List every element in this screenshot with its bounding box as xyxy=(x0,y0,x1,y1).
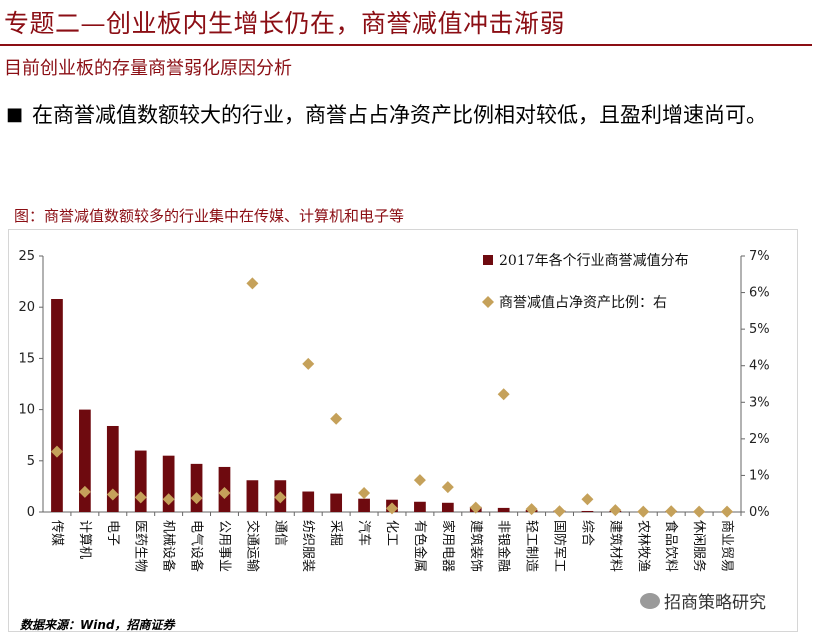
ratio-point xyxy=(218,486,231,499)
category-label: 医药生物 xyxy=(133,520,148,572)
chart-frame: 0 5 10 15 20 25 0% 1% 2% 3% 4% 5% 6% 7% 传媒 计算机 电子 医药生物 机械设… xyxy=(8,229,798,632)
bar xyxy=(51,299,63,512)
ratio-point xyxy=(134,491,147,504)
ratio-point xyxy=(78,485,91,498)
ratio-point xyxy=(553,505,566,518)
category-label: 化工 xyxy=(384,520,399,546)
ratio-point xyxy=(50,445,63,458)
category-label: 纺织服装 xyxy=(300,520,315,572)
ratio-point xyxy=(106,488,119,501)
ratio-point xyxy=(497,388,510,401)
bar xyxy=(79,409,91,512)
ratio-point xyxy=(246,277,259,290)
bar xyxy=(497,507,510,512)
ratio-point xyxy=(665,505,678,518)
right-tick-label: 3% xyxy=(749,395,770,410)
bar xyxy=(414,501,426,512)
category-label: 轻工制造 xyxy=(524,520,539,572)
left-tick-label: 15 xyxy=(18,351,35,366)
left-tick-label: 20 xyxy=(18,300,35,315)
category-label: 建筑材料 xyxy=(607,520,623,572)
ratio-point xyxy=(358,486,371,499)
watermark-text: 招商策略研究 xyxy=(664,593,766,613)
category-label: 电子 xyxy=(105,520,120,546)
category-label: 采掘 xyxy=(328,520,343,546)
category-label: 公用事业 xyxy=(216,520,231,572)
bar xyxy=(190,463,203,512)
category-label: 国防军工 xyxy=(552,520,568,572)
bullet-square-icon: ■ xyxy=(6,104,24,125)
bar xyxy=(330,493,343,512)
ratio-point xyxy=(525,503,538,516)
right-tick-label: 6% xyxy=(749,286,770,301)
legend-swatch-bar xyxy=(483,255,493,265)
left-tick-label: 25 xyxy=(18,249,35,264)
title-divider xyxy=(0,44,812,46)
right-tick-label: 4% xyxy=(749,359,770,374)
category-label: 电气设备 xyxy=(189,520,205,572)
ratio-point xyxy=(413,474,426,487)
right-tick-label: 2% xyxy=(749,432,770,447)
ratio-point xyxy=(274,491,287,504)
ratio-point xyxy=(693,505,706,518)
ratio-point xyxy=(581,493,594,506)
bar xyxy=(302,491,315,512)
category-label: 农林牧渔 xyxy=(635,520,650,572)
figure-caption: 图：商誉减值数额较多的行业集中在传媒、计算机和电子等 xyxy=(14,207,405,225)
ratio-point xyxy=(469,501,482,514)
right-tick-label: 1% xyxy=(749,468,770,483)
bullet-text: 在商誉减值数额较大的行业，商誉占占净资产比例相对较低，且盈利增速尚可。 xyxy=(32,103,767,127)
category-label: 食品饮料 xyxy=(663,520,679,572)
page-title: 专题二—创业板内生增长仍在，商誉减值冲击渐弱 xyxy=(4,9,566,38)
category-label: 交通运输 xyxy=(244,520,260,572)
ratio-point xyxy=(386,502,398,515)
ratio-point xyxy=(441,481,454,494)
wechat-icon xyxy=(640,592,660,609)
bar-scatter-chart: 0 5 10 15 20 25 0% 1% 2% 3% 4% 5% 6% 7% 传媒 计算机 电子 医药生物 机械设… xyxy=(18,249,770,572)
right-tick-label: 0% xyxy=(749,505,770,520)
bullet-point: ■ 在商誉减值数额较大的行业，商誉占占净资产比例相对较低，且盈利增速尚可。 xyxy=(6,98,806,132)
category-label: 综合 xyxy=(579,520,594,546)
category-label: 有色金属 xyxy=(412,520,428,572)
left-tick-label: 5 xyxy=(27,454,35,469)
bar xyxy=(441,502,454,512)
ratio-point xyxy=(637,505,650,518)
category-label: 非银金融 xyxy=(496,520,512,572)
category-label: 商业贸易 xyxy=(719,520,734,572)
left-tick-label: 10 xyxy=(18,403,35,418)
bar xyxy=(134,450,147,512)
bar xyxy=(581,510,594,512)
category-label: 机械设备 xyxy=(161,520,177,572)
bar xyxy=(162,455,175,512)
category-label: 建筑装饰 xyxy=(468,520,484,572)
category-label: 休闲服务 xyxy=(691,520,707,572)
section-subtitle: 目前创业板的存量商誉弱化原因分析 xyxy=(4,58,292,79)
bar xyxy=(246,480,259,512)
right-tick-label: 7% xyxy=(749,249,770,264)
category-label: 通信 xyxy=(272,520,287,546)
legend-swatch-point xyxy=(482,296,494,308)
category-label: 家用电器 xyxy=(440,520,456,572)
ratio-point xyxy=(721,505,734,518)
ratio-point xyxy=(162,493,175,506)
legend-label-point: 商誉减值占净资产比例：右 xyxy=(499,295,667,311)
data-source: 数据来源：Wind，招商证券 xyxy=(20,618,175,632)
bar xyxy=(358,498,370,512)
ratio-point xyxy=(609,504,622,517)
ratio-point xyxy=(330,412,343,425)
legend-label-bar: 2017年各个行业商誉减值分布 xyxy=(499,253,689,269)
right-tick-label: 5% xyxy=(749,322,770,337)
category-label: 计算机 xyxy=(77,520,92,559)
bar xyxy=(106,425,119,512)
left-tick-label: 0 xyxy=(27,505,35,520)
watermark: 招商策略研究 xyxy=(640,588,766,613)
category-label: 汽车 xyxy=(356,520,372,546)
ratio-point xyxy=(190,492,203,505)
category-label: 传媒 xyxy=(49,520,64,546)
ratio-point xyxy=(302,357,315,370)
